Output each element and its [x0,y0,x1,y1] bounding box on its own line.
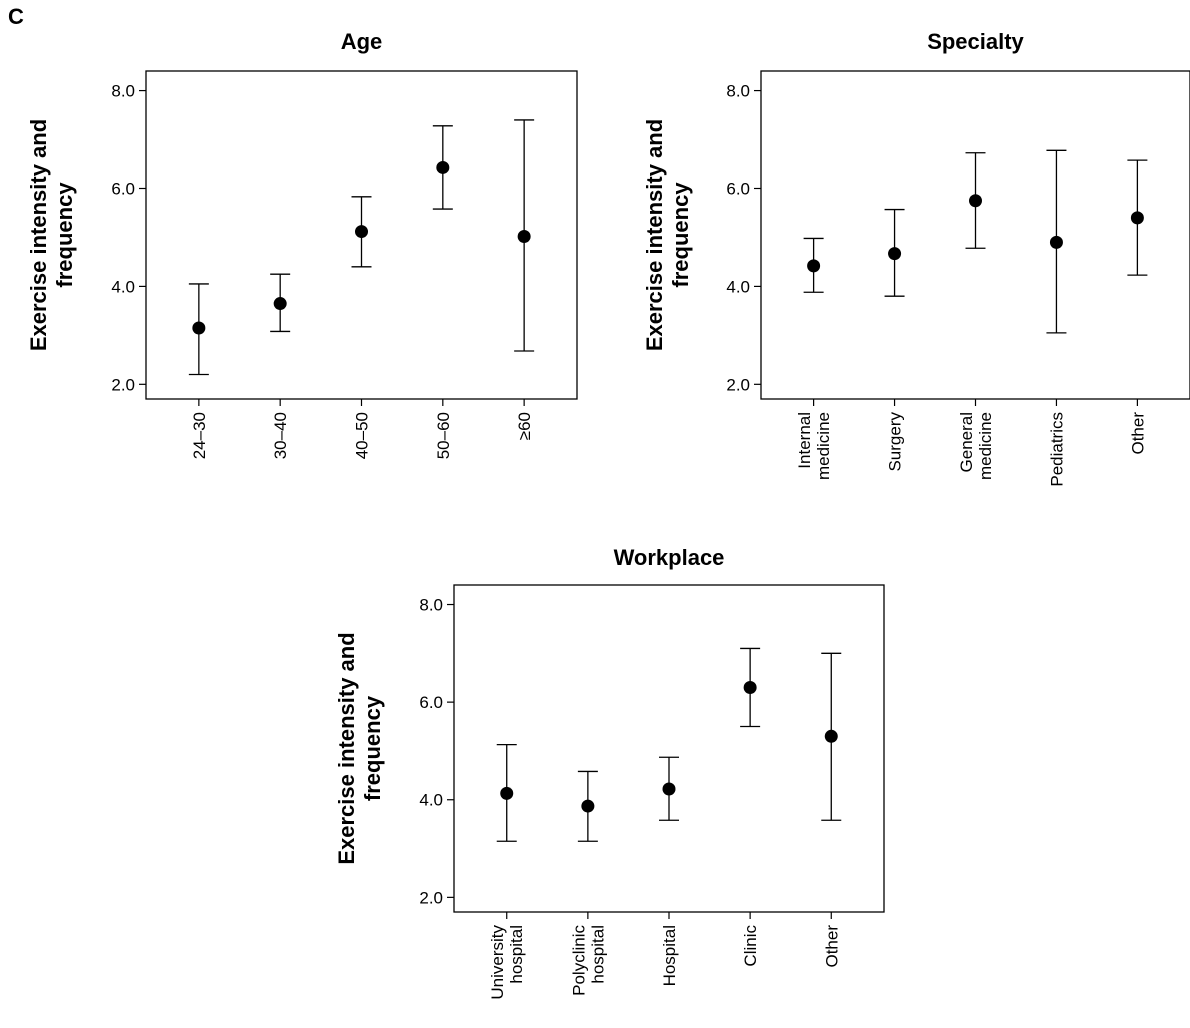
x-tick-label-line: Hospital [660,925,679,986]
x-tick-label-line: 50–60 [434,412,453,459]
y-axis-label: Exercise intensity and frequency [26,119,77,351]
mean-point [581,799,595,813]
x-tick-label-line: General [957,412,976,472]
x-tick-label-line: University [488,925,507,1000]
x-tick-label-line: medicine [814,412,833,480]
chart-2: Workplace Exercise intensity and frequency… [334,545,885,1000]
y-tick-label: 2.0 [111,375,135,394]
x-tick-label-line: Polyclinic [569,925,588,996]
x-tick-label-line: hospital [507,925,526,984]
x-tick-label: ≥60 [515,412,534,440]
mean-point [888,247,902,261]
chart-title: Age [341,29,383,54]
x-tick-label: Hospital [660,925,679,986]
y-axis-label-line: Exercise intensity and [26,119,51,351]
mean-point [192,321,206,335]
mean-point [500,786,514,800]
y-tick-label: 4.0 [419,791,443,810]
y-axis-label-line: frequency [668,182,693,288]
x-tick-label: 40–50 [353,412,372,459]
x-tick-label: Surgery [886,412,905,472]
x-tick-label: Other [822,925,841,968]
x-tick-label-line: Clinic [741,925,760,967]
x-tick-label: Pediatrics [1047,412,1066,487]
y-tick-label: 2.0 [726,375,750,394]
chart-1: Specialty Exercise intensity and frequency… [642,29,1190,487]
mean-point [517,229,531,243]
panel-label: C [8,4,24,29]
mean-point [273,297,287,311]
x-tick-label: University hospital [488,925,526,1000]
x-tick-label: 30–40 [271,412,290,459]
x-tick-label: Internal medicine [795,412,833,480]
x-tick-label-line: medicine [976,412,995,480]
mean-point [436,160,450,174]
mean-point [969,194,982,208]
y-axis-label: Exercise intensity and frequency [334,632,385,864]
x-tick-label-line: 30–40 [271,412,290,459]
x-tick-label-line: 24–30 [190,412,209,459]
plot-frame [453,584,885,913]
y-axis-label-line: frequency [360,695,385,801]
y-tick-label: 8.0 [111,82,135,101]
mean-point [1130,211,1144,225]
x-tick-label: 50–60 [434,412,453,459]
mean-point [807,259,821,273]
x-tick-label-line: Other [822,925,841,968]
x-tick-label: Polyclinic hospital [569,925,607,996]
y-axis-label: Exercise intensity and frequency [642,119,693,351]
y-tick-label: 6.0 [111,179,135,198]
x-tick-label: 24–30 [190,412,209,459]
y-tick-label: 8.0 [726,82,750,101]
chart-0: Age Exercise intensity and frequency 2.0 4.0… [26,29,578,459]
x-tick-label-line: Pediatrics [1047,412,1066,487]
mean-point [743,680,757,694]
x-tick-label: General medicine [957,412,995,480]
y-axis-label-line: frequency [52,182,77,288]
mean-point [355,225,368,239]
chart-title: Specialty [927,29,1024,54]
y-axis-label-line: Exercise intensity and [642,119,667,351]
y-tick-label: 4.0 [726,277,750,296]
y-tick-label: 6.0 [419,693,443,712]
y-tick-label: 6.0 [726,179,750,198]
x-tick-label-line: 40–50 [353,412,372,459]
x-tick-label: Clinic [741,925,760,967]
chart-title: Workplace [614,545,725,570]
mean-point [1049,235,1063,249]
y-tick-label: 2.0 [419,888,443,907]
mean-point [662,782,676,796]
x-tick-label: Other [1128,412,1147,455]
y-tick-label: 8.0 [419,596,443,615]
x-tick-label-line: Other [1128,412,1147,455]
x-tick-label-line: hospital [588,925,607,984]
y-axis-label-line: Exercise intensity and [334,632,359,864]
y-tick-label: 4.0 [111,277,135,296]
mean-point [824,729,838,743]
x-tick-label-line: Internal [795,412,814,469]
x-tick-label-line: ≥60 [515,412,534,440]
x-tick-label-line: Surgery [886,412,905,472]
